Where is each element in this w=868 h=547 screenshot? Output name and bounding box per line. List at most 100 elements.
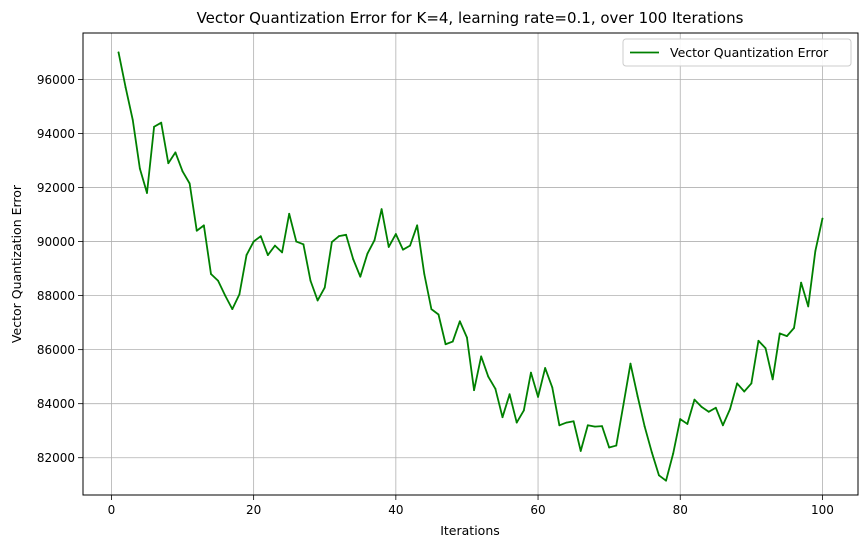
data-point	[160, 121, 163, 124]
data-point	[224, 294, 227, 297]
y-tick-label: 92000	[37, 181, 75, 195]
data-point	[586, 424, 589, 427]
data-point	[245, 254, 248, 256]
data-point	[608, 446, 611, 449]
data-point	[124, 86, 127, 89]
data-point	[778, 332, 781, 335]
data-point	[764, 347, 767, 350]
data-point	[679, 418, 682, 420]
data-point	[636, 395, 639, 398]
data-point	[338, 235, 340, 238]
data-point	[380, 208, 383, 211]
data-point	[217, 279, 219, 282]
y-tick-label: 86000	[37, 343, 75, 357]
data-point	[444, 343, 447, 346]
data-point	[594, 425, 596, 428]
data-point	[138, 167, 141, 170]
x-axis-ticks: 0 20 40 60 80 100	[108, 495, 834, 517]
data-point	[771, 378, 774, 381]
data-point	[309, 279, 312, 282]
data-point	[665, 479, 667, 482]
data-point	[558, 424, 561, 427]
data-point	[522, 409, 525, 412]
y-tick-label: 96000	[37, 73, 75, 87]
y-tick-label: 94000	[37, 127, 75, 141]
y-tick-label: 82000	[37, 451, 75, 465]
data-point	[316, 299, 319, 302]
data-point	[508, 393, 511, 396]
data-point	[793, 327, 795, 329]
data-point	[409, 244, 411, 247]
legend: Vector Quantization Error	[622, 38, 852, 67]
data-point	[281, 251, 283, 254]
series-layer	[117, 51, 824, 482]
grid-lines	[83, 33, 858, 495]
data-point	[537, 396, 539, 398]
data-point	[437, 313, 440, 316]
data-point	[729, 408, 731, 410]
data-point	[466, 336, 468, 339]
data-point	[565, 421, 568, 424]
data-point	[394, 233, 397, 235]
plot-area-frame	[82, 32, 859, 496]
data-point	[750, 382, 753, 385]
x-tick-label: 20	[246, 503, 261, 517]
legend-label: Vector Quantization Error	[670, 45, 829, 60]
data-point	[295, 240, 298, 243]
data-point	[757, 339, 760, 342]
data-point	[451, 340, 454, 343]
x-tick-label: 60	[530, 503, 545, 517]
data-point	[330, 241, 333, 244]
data-point	[153, 125, 156, 128]
data-point	[210, 273, 212, 275]
legend-box	[622, 38, 852, 67]
data-point	[800, 281, 803, 284]
data-point	[387, 246, 390, 248]
data-point	[195, 229, 198, 232]
x-axis-label: Iterations	[440, 523, 500, 538]
data-point	[722, 424, 724, 427]
data-point	[515, 421, 518, 424]
data-point	[252, 240, 255, 243]
data-point	[430, 308, 433, 311]
data-point	[572, 420, 575, 423]
data-point	[266, 254, 269, 256]
x-tick-label: 80	[673, 503, 688, 517]
data-point	[643, 425, 646, 428]
data-point	[231, 308, 234, 311]
y-axis-label: Vector Quantization Error	[9, 184, 24, 343]
data-point	[359, 275, 362, 278]
data-point	[807, 305, 810, 308]
data-point	[345, 233, 347, 236]
x-tick-label: 100	[811, 503, 834, 517]
data-point	[259, 235, 262, 238]
data-point	[181, 170, 184, 173]
x-tick-label: 40	[388, 503, 403, 517]
data-point	[174, 151, 177, 154]
data-point	[743, 390, 746, 393]
data-point	[615, 444, 618, 447]
data-point	[658, 474, 660, 477]
data-point	[188, 182, 191, 185]
data-point	[366, 252, 369, 255]
data-point	[629, 362, 632, 365]
data-point	[323, 286, 326, 289]
data-point	[238, 293, 241, 296]
chart-title: Vector Quantization Error for K=4, learn…	[197, 9, 744, 27]
data-point	[700, 406, 703, 408]
data-point	[423, 273, 426, 275]
y-tick-label: 84000	[37, 397, 75, 411]
data-point	[650, 451, 653, 454]
data-point	[473, 389, 475, 392]
data-point	[601, 425, 603, 428]
data-point	[373, 239, 376, 242]
data-point	[714, 406, 717, 409]
y-tick-label: 90000	[37, 235, 75, 249]
data-point	[458, 320, 461, 323]
data-point	[117, 51, 120, 54]
data-point	[402, 248, 404, 251]
data-point	[736, 382, 739, 385]
data-point	[530, 371, 532, 374]
data-point	[501, 416, 504, 419]
